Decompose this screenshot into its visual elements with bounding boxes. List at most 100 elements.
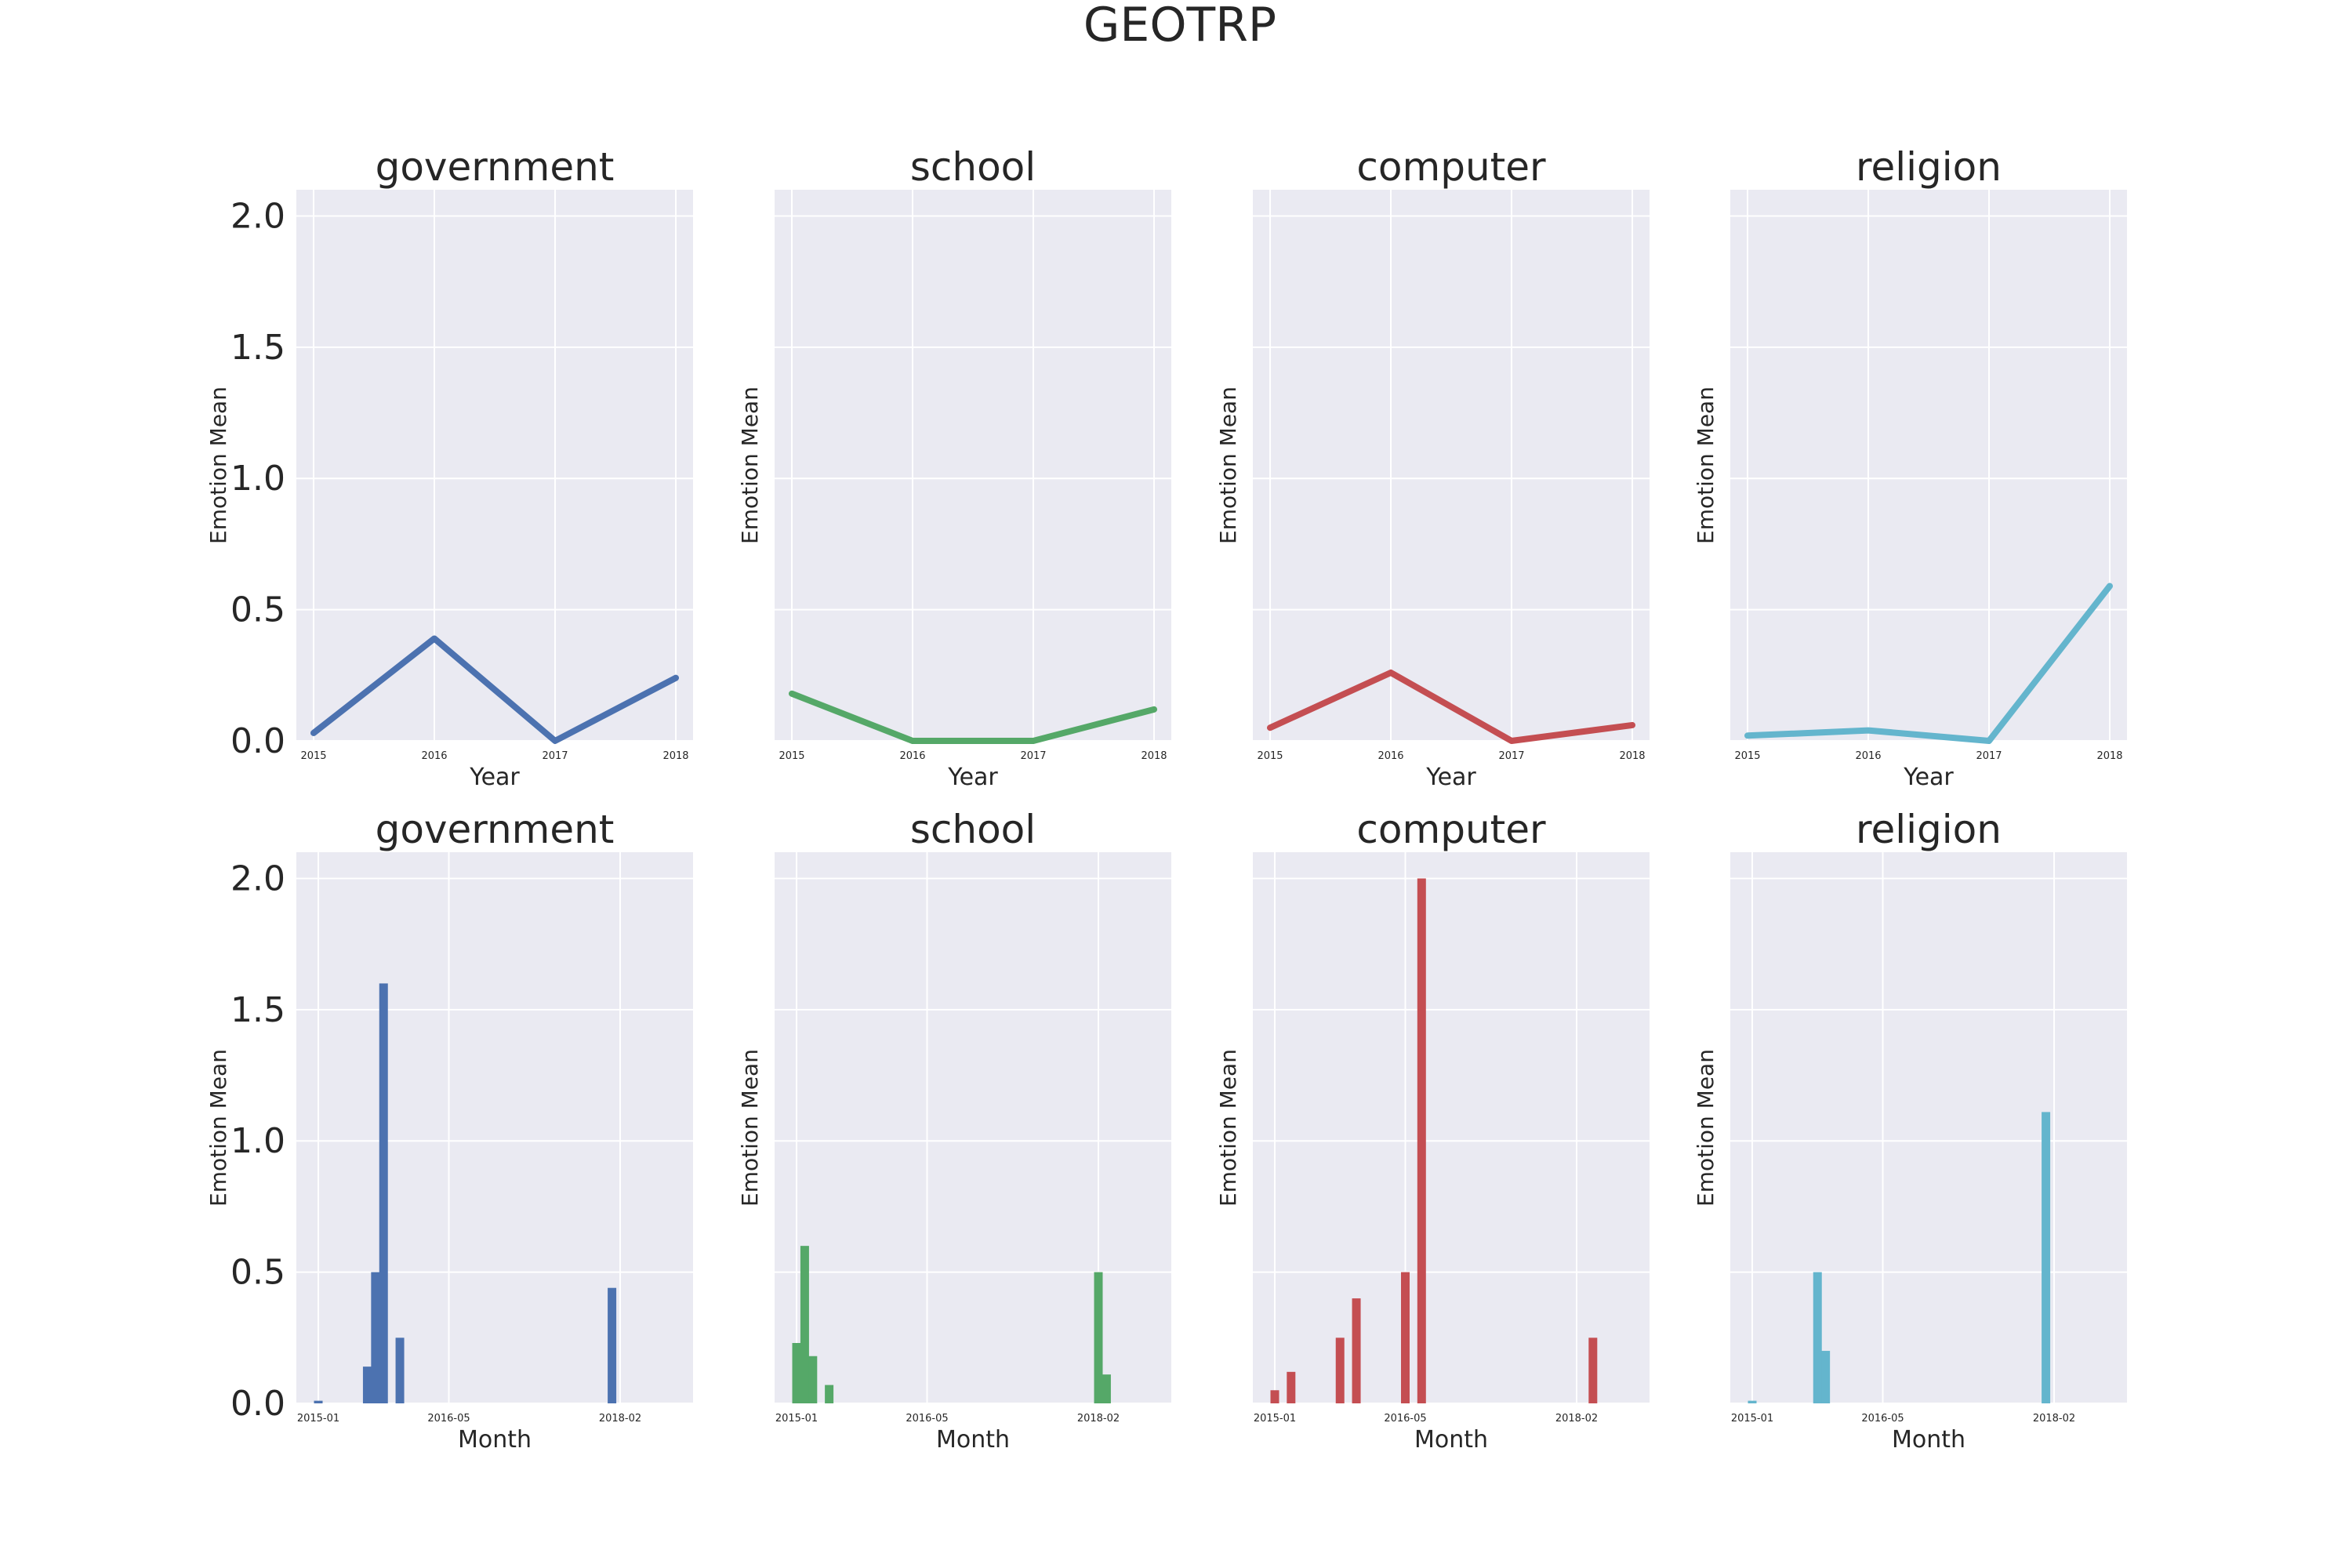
x-axis-label: Year xyxy=(1425,764,1476,791)
bar xyxy=(1094,1272,1103,1403)
panel-title: computer xyxy=(1356,144,1546,190)
x-tick-label: 2015 xyxy=(779,750,804,762)
y-tick-label: 2.0 xyxy=(230,196,285,236)
x-tick-label: 2017 xyxy=(1976,750,2002,762)
x-tick-label: 2015-01 xyxy=(1254,1413,1296,1425)
panel-1: 2015 2016 2017 2018 0.0 0.5 1.0 1.5 2.0 governmen… xyxy=(205,144,693,791)
bar xyxy=(1287,1371,1296,1403)
x-tick-label: 2015-01 xyxy=(775,1413,818,1425)
series-line xyxy=(1744,583,2113,744)
x-axis-label: Month xyxy=(1892,1426,1965,1454)
x-axis-label: Month xyxy=(458,1426,532,1454)
y-tick-label: 0.0 xyxy=(230,1384,285,1424)
panel-title: religion xyxy=(1856,807,2002,852)
y-axis-label: Emotion Mean xyxy=(1693,387,1719,544)
x-tick-label: 2016 xyxy=(1377,750,1403,762)
y-axis-label: Emotion Mean xyxy=(205,1049,231,1207)
y-tick-label: 2.0 xyxy=(230,858,285,898)
panel-title: computer xyxy=(1356,807,1546,852)
x-tick-label: 2017 xyxy=(542,750,568,762)
x-tick-label: 2015 xyxy=(300,750,326,762)
x-axis-label: Year xyxy=(469,764,520,791)
plot-area xyxy=(1730,852,2127,1403)
bar xyxy=(314,1400,323,1403)
y-tick-label: 1.5 xyxy=(230,328,285,368)
y-tick-label: 0.5 xyxy=(230,590,285,630)
plot-area xyxy=(775,190,1171,741)
x-tick-label: 2018-02 xyxy=(599,1413,641,1425)
figure-title: GEOTRP xyxy=(1083,0,1276,53)
plot-area xyxy=(1253,190,1650,741)
x-tick-label: 2015-01 xyxy=(1731,1413,1773,1425)
series-line xyxy=(310,635,679,744)
x-tick-label: 2018 xyxy=(662,750,688,762)
plot-area xyxy=(775,852,1171,1403)
series-line xyxy=(1267,669,1635,744)
plot-area xyxy=(296,190,693,741)
plot-area xyxy=(1730,190,2127,741)
x-tick-label: 2018-02 xyxy=(1077,1413,1120,1425)
panel-4: 2015 2016 2017 2018 religion Year Emotion Mean xyxy=(1693,144,2127,791)
x-tick-label: 2016-05 xyxy=(427,1413,470,1425)
y-tick-label: 1.0 xyxy=(230,459,285,499)
y-tick-label: 1.0 xyxy=(230,1121,285,1161)
x-tick-label: 2018-02 xyxy=(1555,1413,1598,1425)
y-axis-label: Emotion Mean xyxy=(205,387,231,544)
panel-2: 2015 2016 2017 2018 school Year Emotion Mean xyxy=(737,144,1171,791)
x-axis-label: Year xyxy=(1903,764,1954,791)
x-tick-label: 2015 xyxy=(1734,750,1760,762)
bar xyxy=(379,983,388,1403)
plot-area xyxy=(1253,852,1650,1403)
panel-title: government xyxy=(376,807,615,852)
x-axis-label: Month xyxy=(1414,1426,1488,1454)
panels: 2015 2016 2017 2018 0.0 0.5 1.0 1.5 2.0 governmen… xyxy=(205,144,2127,1454)
x-tick-label: 2016-05 xyxy=(1384,1413,1426,1425)
y-axis-label: Emotion Mean xyxy=(1215,387,1241,544)
bar xyxy=(608,1287,617,1403)
bar xyxy=(792,1343,801,1403)
x-axis-label: Month xyxy=(936,1426,1010,1454)
panel-3: 2015 2016 2017 2018 computer Year Emotion Mean xyxy=(1215,144,1650,791)
bar xyxy=(1352,1298,1361,1403)
panel-title: school xyxy=(910,144,1036,190)
y-tick-label: 0.5 xyxy=(230,1253,285,1293)
y-axis-label: Emotion Mean xyxy=(1215,1049,1241,1207)
x-tick-label: 2017 xyxy=(1498,750,1524,762)
panel-8: 2015-01 2016-05 2018-02 religion Month Emotio… xyxy=(1693,807,2127,1454)
x-tick-label: 2016-05 xyxy=(1861,1413,1904,1425)
x-tick-label: 2018 xyxy=(1141,750,1167,762)
x-tick-label: 2018 xyxy=(2096,750,2122,762)
panel-7: 2015-01 2016-05 2018-02 computer Month Emotio… xyxy=(1215,807,1650,1454)
bar xyxy=(395,1338,405,1403)
panel-6: 2015-01 2016-05 2018-02 school Month Emotion … xyxy=(737,807,1171,1454)
y-tick-label: 0.0 xyxy=(230,721,285,761)
bar xyxy=(808,1356,818,1403)
x-tick-label: 2018 xyxy=(1619,750,1645,762)
bar xyxy=(1335,1338,1345,1403)
bar xyxy=(1270,1390,1279,1403)
y-axis-label: Emotion Mean xyxy=(1693,1049,1719,1207)
x-tick-label: 2016-05 xyxy=(906,1413,948,1425)
bar xyxy=(1400,1272,1410,1403)
y-axis-label: Emotion Mean xyxy=(737,387,763,544)
bar xyxy=(1748,1400,1757,1403)
x-axis-label: Year xyxy=(947,764,998,791)
bar xyxy=(1102,1374,1111,1403)
bar xyxy=(1821,1351,1831,1403)
x-tick-label: 2016 xyxy=(421,750,447,762)
series-line xyxy=(789,690,1157,744)
x-tick-label: 2015 xyxy=(1257,750,1283,762)
x-tick-label: 2016 xyxy=(1855,750,1881,762)
x-tick-label: 2016 xyxy=(899,750,925,762)
x-tick-label: 2017 xyxy=(1020,750,1046,762)
x-tick-label: 2015-01 xyxy=(297,1413,339,1425)
panel-5: 2015-01 2016-05 2018-02 0.0 0.5 1.0 1.5 2.0 gove… xyxy=(205,807,693,1454)
bar xyxy=(1417,878,1426,1403)
panel-title: school xyxy=(910,807,1036,852)
bar xyxy=(1813,1272,1822,1403)
bar xyxy=(1588,1338,1598,1403)
bar xyxy=(2042,1112,2051,1403)
panel-title: religion xyxy=(1856,144,2002,190)
panel-title: government xyxy=(376,144,615,190)
bar xyxy=(825,1385,834,1403)
